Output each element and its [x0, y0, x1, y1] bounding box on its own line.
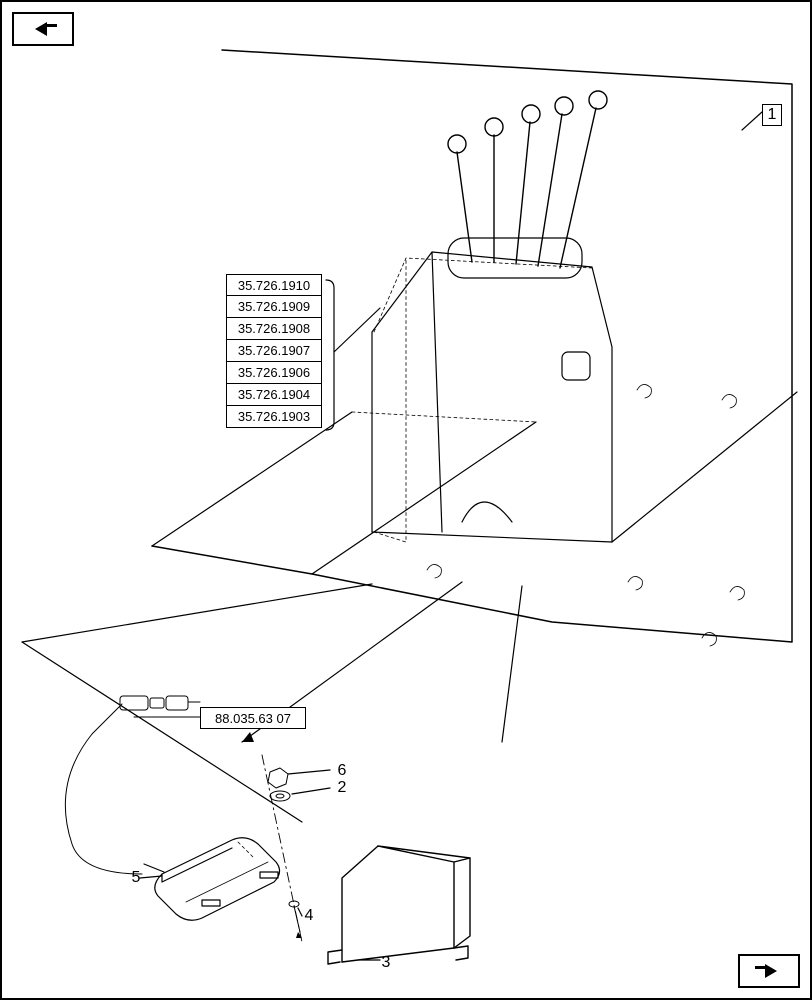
callout-3: 3 — [377, 954, 395, 972]
callout-1: 1 — [762, 104, 782, 126]
reference-number: 35.726.1909 — [226, 296, 322, 318]
callout-2: 2 — [333, 779, 351, 797]
reference-number: 88.035.63 07 — [200, 707, 306, 729]
reference-number: 35.726.1904 — [226, 384, 322, 406]
control-pedestal — [372, 238, 612, 542]
nut — [268, 768, 288, 788]
control-levers — [448, 91, 607, 268]
reference-number: 35.726.1907 — [226, 340, 322, 362]
reference-number: 35.726.1908 — [226, 318, 322, 340]
callout-5: 5 — [127, 869, 145, 887]
reference-number-stack: 35.726.1910 35.726.1909 35.726.1908 35.7… — [226, 274, 322, 428]
exploded-diagram — [2, 2, 810, 998]
pedal-guard — [328, 846, 470, 964]
foot-pedal — [155, 838, 280, 921]
reference-number: 35.726.1906 — [226, 362, 322, 384]
reference-number: 35.726.1910 — [226, 274, 322, 296]
reference-number: 35.726.1903 — [226, 406, 322, 428]
cable-connector — [65, 696, 200, 874]
washer — [270, 791, 290, 801]
parts-diagram-page: 35.726.1910 35.726.1909 35.726.1908 35.7… — [0, 0, 812, 1000]
callout-4: 4 — [300, 907, 318, 925]
callout-6: 6 — [333, 762, 351, 780]
